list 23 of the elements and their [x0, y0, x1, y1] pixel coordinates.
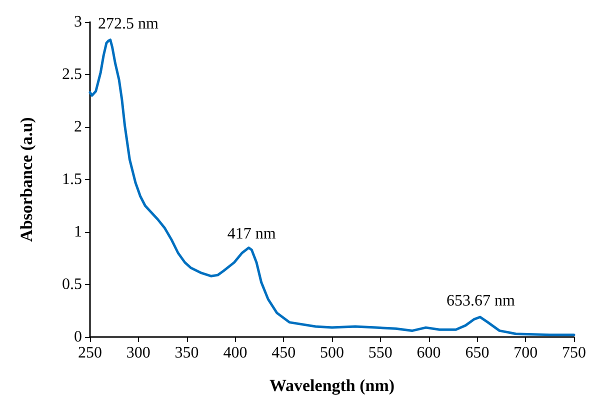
- x-axis-title: Wavelength (nm): [269, 376, 395, 395]
- x-tick-label: 600: [416, 344, 441, 362]
- annotation: 272.5 nm: [98, 15, 159, 32]
- y-tick-label: 2.5: [62, 66, 82, 83]
- y-axis-title: Absorbance (a.u): [17, 117, 36, 242]
- x-tick-label: 750: [562, 344, 586, 362]
- annotation: 417 nm: [227, 225, 276, 242]
- x-tick-label: 400: [223, 344, 248, 362]
- annotation: 653.67 nm: [446, 292, 516, 310]
- x-tick-label: 500: [320, 344, 344, 362]
- y-tick-label: 0.5: [62, 276, 82, 293]
- y-tick-label: 1.5: [62, 171, 82, 188]
- x-tick-label: 250: [78, 344, 102, 362]
- x-tick-label: 700: [514, 344, 538, 362]
- x-tick-label: 300: [126, 344, 150, 362]
- x-tick-label: 350: [174, 344, 199, 362]
- y-tick-label: 3: [74, 14, 82, 30]
- x-tick-label: 550: [368, 344, 392, 362]
- x-tick-label: 650: [465, 344, 490, 362]
- y-tick-label: 0: [74, 328, 82, 346]
- x-tick-label: 450: [272, 344, 296, 362]
- y-tick-label: 2: [74, 118, 82, 136]
- y-tick-label: 1: [74, 224, 82, 240]
